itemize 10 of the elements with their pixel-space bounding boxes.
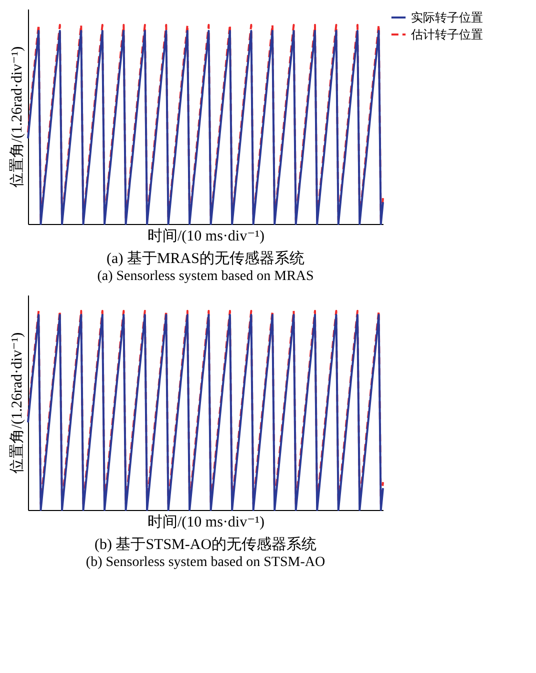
- text: (a) 基于MRAS的无传感器系统: [106, 250, 304, 267]
- y-axis-title: 位置角/(1.26rad·div⁻¹): [8, 332, 26, 474]
- text: (b) Sensorless system based on STSM-AO: [86, 555, 326, 570]
- legend-label: 估计转子位置: [410, 28, 483, 42]
- text: (b) 基于STSM-AO的无传感器系统: [94, 536, 317, 553]
- text: (a) Sensorless system based on MRAS: [97, 269, 314, 284]
- x-axis-title: 时间/(10 ms·div⁻¹): [148, 514, 264, 530]
- legend-label: 实际转子位置: [411, 10, 483, 24]
- x-axis-title: 时间/(10 ms·div⁻¹): [148, 228, 264, 244]
- y-axis-title: 位置角/(1.26rad·div⁻¹): [8, 46, 26, 188]
